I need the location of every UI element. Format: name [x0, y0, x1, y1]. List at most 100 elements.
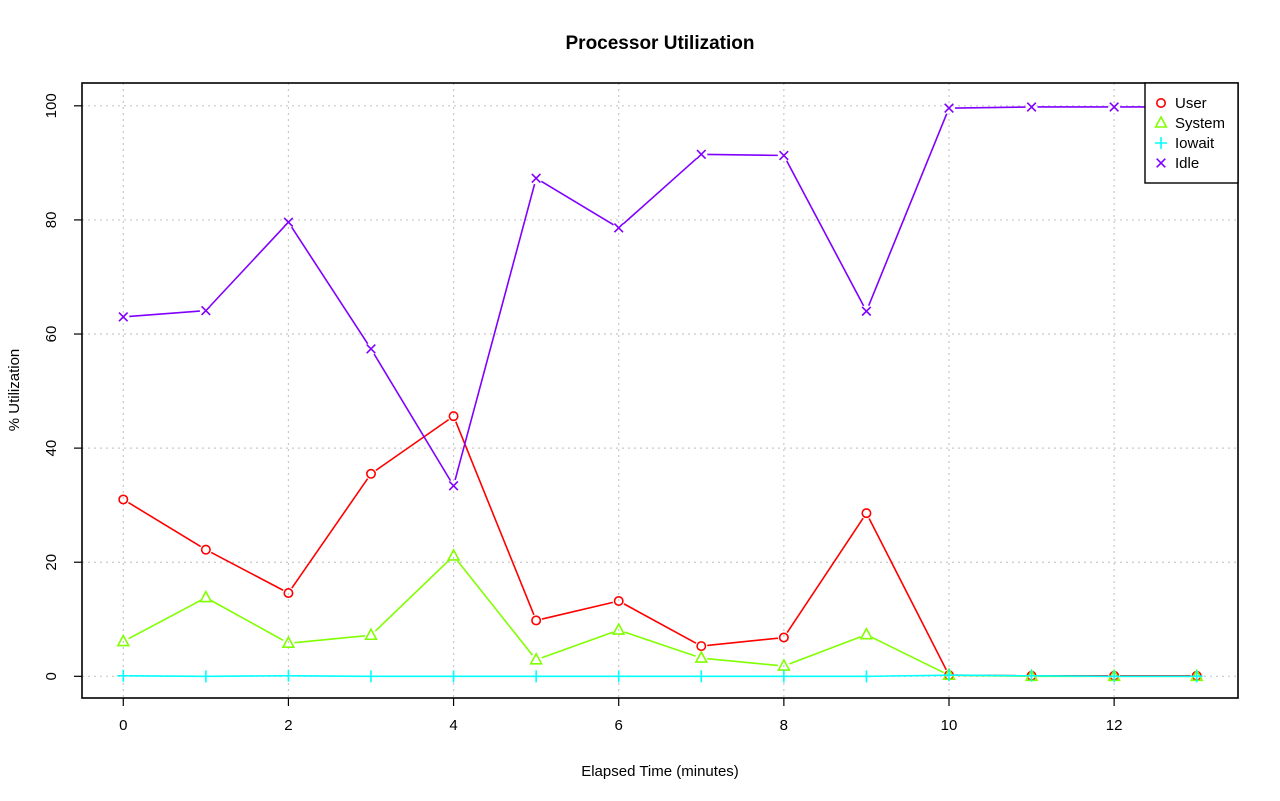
series-line-segment: [375, 418, 450, 472]
data-point: [777, 658, 791, 671]
legend-label: Idle: [1175, 155, 1199, 172]
x-tick-label: 0: [119, 717, 127, 734]
series-line-segment: [455, 421, 535, 616]
series-line-segment: [622, 157, 698, 225]
legend-label: User: [1175, 95, 1207, 112]
data-point: [613, 596, 624, 607]
series-line-segment: [541, 631, 614, 659]
series-line-segment: [127, 501, 202, 548]
data-point: [116, 633, 131, 647]
data-point: [366, 343, 376, 354]
y-tick-label: 20: [43, 554, 60, 571]
x-tick-label: 2: [284, 717, 292, 734]
data-point: [283, 588, 294, 599]
series-line-segment: [871, 636, 944, 674]
data-point: [1108, 670, 1121, 683]
x-tick-label: 6: [615, 717, 623, 734]
data-point: [860, 670, 873, 683]
series-line-segment: [209, 226, 285, 307]
data-point: [1155, 137, 1167, 149]
data-point: [118, 494, 129, 505]
x-tick-label: 10: [941, 717, 958, 734]
series-line-segment: [785, 160, 865, 307]
data-point: [861, 306, 872, 317]
legend-item-system: System: [1154, 115, 1225, 132]
data-point: [1109, 102, 1120, 112]
series-line-segment: [210, 551, 284, 591]
grid-lines: [82, 83, 1238, 698]
data-point: [199, 670, 212, 683]
data-point: [695, 670, 708, 683]
data-point: [1025, 669, 1038, 682]
data-point: [200, 544, 211, 555]
y-tick-label: 100: [43, 93, 60, 118]
series-layer: [116, 102, 1204, 683]
series-line-segment: [789, 636, 862, 665]
data-point: [944, 103, 954, 113]
x-axis-label: Elapsed Time (minutes): [581, 763, 739, 780]
series-line-segment: [786, 517, 864, 633]
series-line-segment: [456, 560, 534, 656]
legend-box: [1144, 82, 1239, 184]
legend-item-iowait: Iowait: [1155, 135, 1215, 152]
data-point: [1190, 670, 1203, 683]
chart-title: Processor Utilization: [566, 33, 755, 54]
data-point: [282, 669, 295, 682]
legend: User System Iowait Idle: [1144, 82, 1239, 184]
series-idle: [118, 102, 1202, 491]
series-line-segment: [540, 180, 614, 226]
data-point: [199, 589, 213, 603]
legend-label: System: [1175, 115, 1225, 132]
plot-frame: [81, 82, 1239, 699]
data-point: [943, 669, 955, 682]
series-line-segment: [291, 226, 369, 345]
data-point: [200, 305, 211, 316]
data-point: [1026, 102, 1037, 112]
x-tick-label: 4: [449, 717, 457, 734]
data-point: [777, 670, 790, 683]
series-line-segment: [624, 631, 696, 657]
data-point: [365, 670, 377, 683]
y-tick-label: 0: [43, 672, 60, 680]
data-point: [446, 548, 461, 561]
legend-item-user: User: [1156, 95, 1207, 112]
x-tick-label: 12: [1106, 717, 1123, 734]
y-tick-label: 80: [43, 212, 60, 229]
data-point: [364, 627, 378, 641]
data-point: [118, 312, 129, 322]
series-line-segment: [454, 183, 536, 481]
data-point: [448, 480, 459, 491]
data-point: [612, 670, 625, 683]
y-tick-label: 60: [43, 326, 60, 343]
series-line-segment: [210, 599, 284, 642]
data-point: [778, 632, 789, 643]
series-line-segment: [291, 478, 369, 589]
x-tick-label: 8: [780, 717, 788, 734]
series-line-segment: [707, 657, 778, 667]
data-point: [859, 626, 874, 640]
y-axis-label: % Utilization: [6, 349, 23, 432]
series-line-segment: [867, 113, 948, 306]
series-line-segment: [129, 310, 200, 318]
series-iowait: [117, 669, 1203, 683]
data-point: [1154, 115, 1168, 128]
data-point: [117, 669, 130, 682]
data-point: [1156, 98, 1167, 109]
data-point: [530, 670, 543, 683]
data-point: [365, 468, 376, 479]
legend-item-idle: Idle: [1156, 155, 1199, 172]
series-line-segment: [954, 106, 1026, 109]
data-point: [613, 223, 624, 233]
data-point: [861, 508, 872, 519]
series-line-segment: [868, 518, 947, 671]
series-line-segment: [128, 599, 201, 640]
series-line-segment: [872, 674, 944, 678]
data-point: [447, 670, 460, 683]
data-point: [281, 635, 296, 649]
data-point: [696, 149, 707, 160]
series-user: [118, 411, 1202, 681]
data-point: [529, 652, 543, 665]
data-point: [694, 650, 709, 663]
data-point: [448, 411, 459, 422]
